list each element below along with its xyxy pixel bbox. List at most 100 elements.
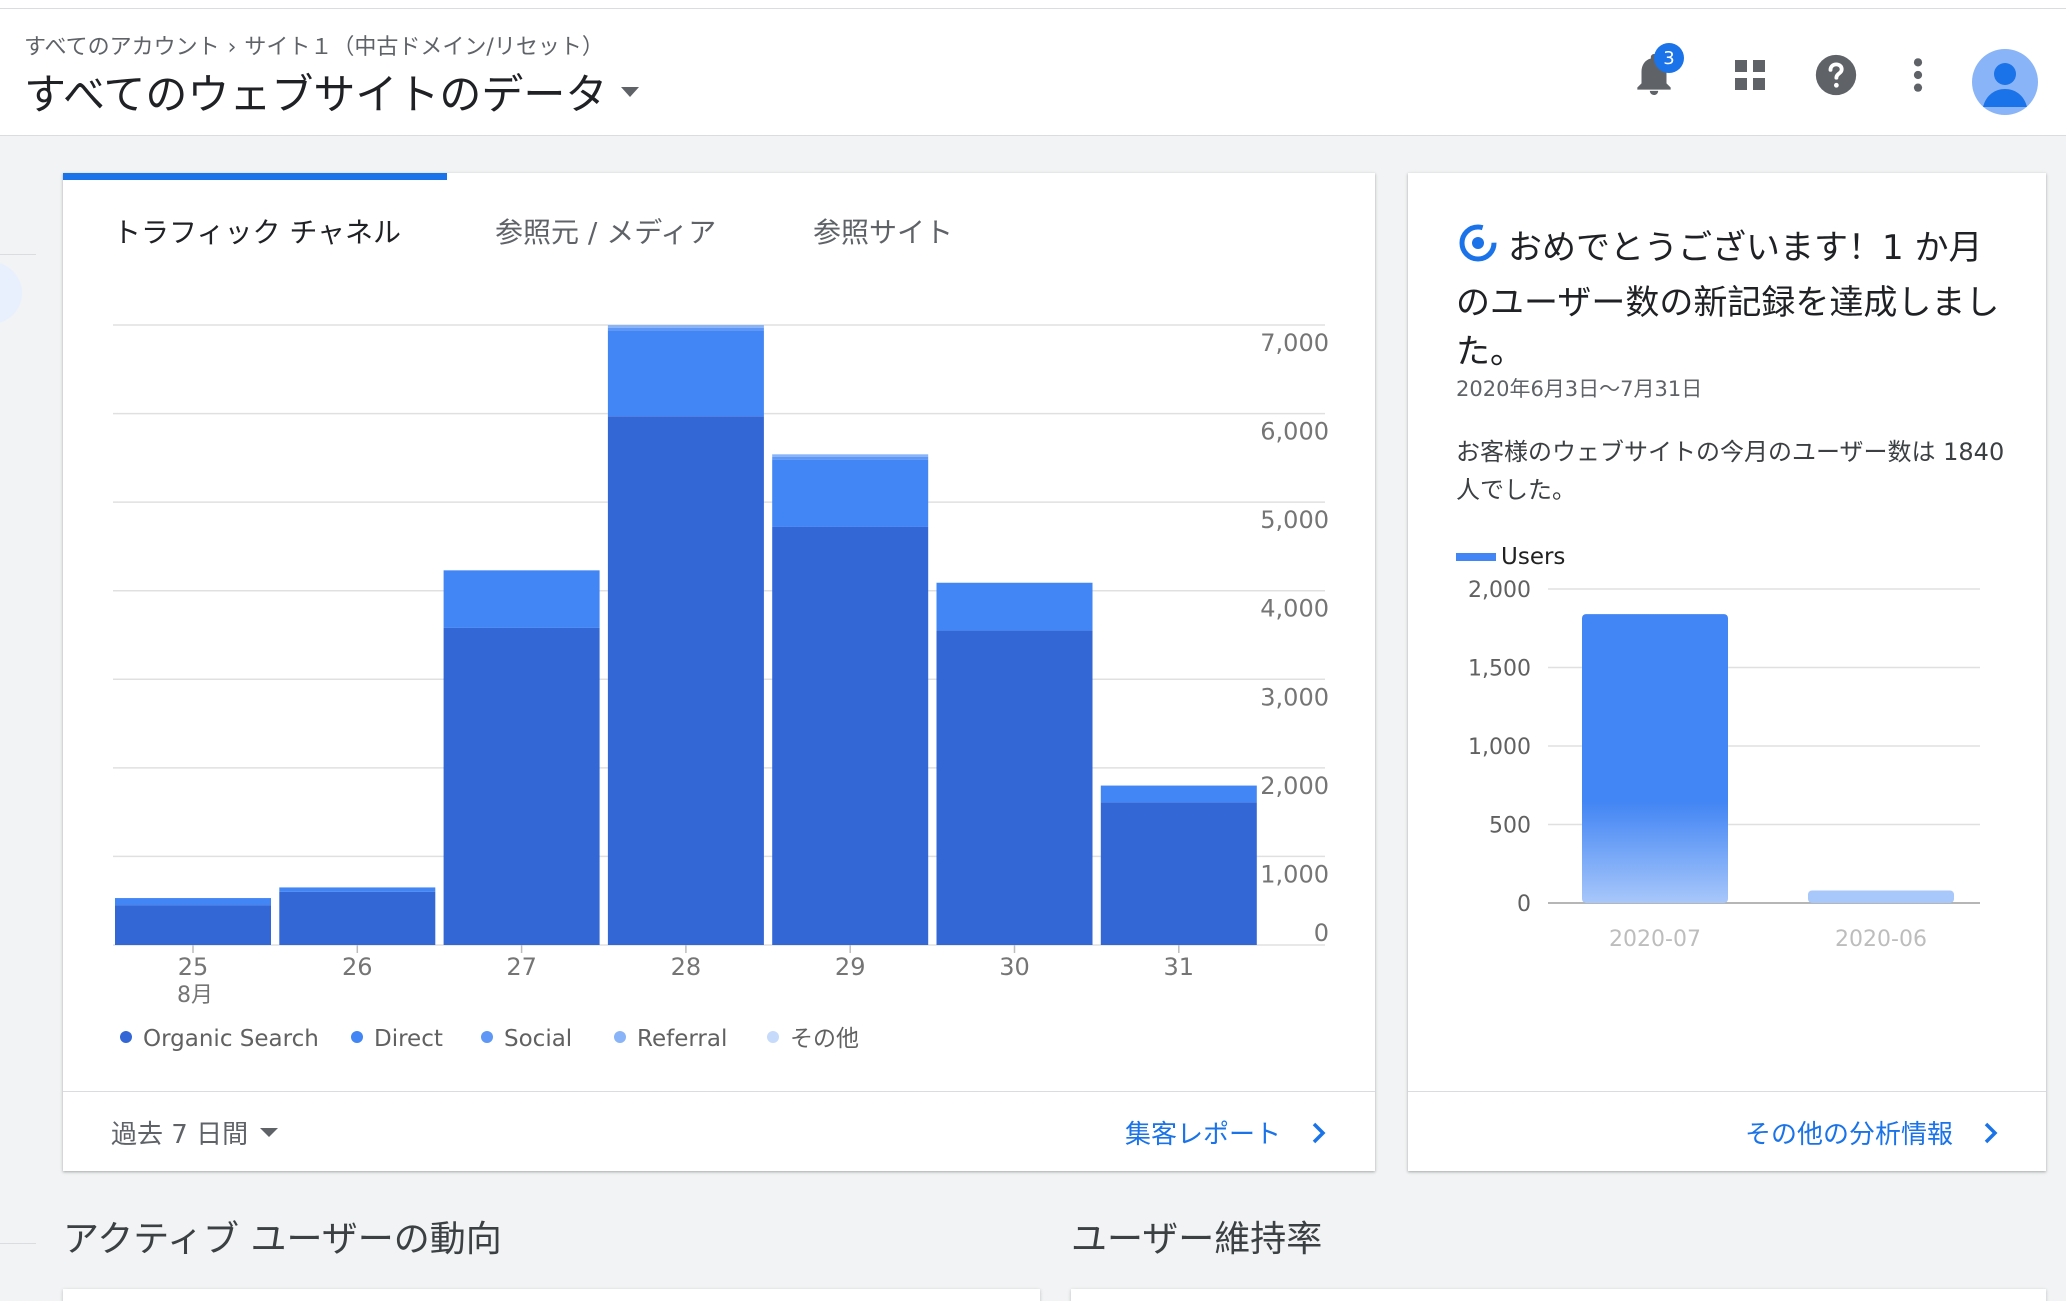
chevron-right-icon [1312,1122,1326,1143]
app-header: すべてのアカウント › サイト１（中古ドメイン/リセット） すべてのウェブサイトのデ… [0,9,2066,136]
bar [1582,614,1728,903]
view-selector[interactable]: すべてのウェブサイトのデータ [24,61,640,122]
x-tick-label: 27 [506,953,537,981]
bar-segment [1100,802,1257,945]
legend-label: Organic Search [143,1026,319,1052]
bar-segment [607,327,764,331]
caret-down-icon [621,86,640,97]
breadcrumb[interactable]: すべてのアカウント › サイト１（中古ドメイン/リセット） [24,29,604,61]
caret-down-icon [260,1128,279,1137]
insights-icon [1456,221,1500,279]
breadcrumb-account[interactable]: すべてのアカウント [24,35,220,60]
tab-active-indicator [63,173,447,180]
legend-label: Direct [374,1026,443,1052]
legend-label: Social [504,1026,572,1052]
insight-card-footer: その他の分析情報 [1408,1091,2046,1171]
x-tick-label: 28 [671,953,702,981]
y-tick-label: 1,000 [1260,860,1329,888]
y-tick-label: 7,000 [1260,329,1329,357]
person-icon [1983,63,2027,107]
insight-card: おめでとうございます！1 か月のユーザー数の新記録を達成しました。 2020年6… [1408,173,2046,1171]
page-title[interactable]: すべてのウェブサイトのデータ [24,70,608,119]
retention-card [1071,1289,2046,1301]
bar-segment [772,454,929,457]
traffic-chart: 0 1,000 2,000 3,000 4,000 5,000 6,000 7,000 258月… [113,324,1329,1052]
legend-marker [351,1031,363,1043]
active-users-card [63,1289,1040,1301]
breadcrumb-property[interactable]: サイト１（中古ドメイン/リセット） [244,35,604,60]
retention-heading: ユーザー維持率 [1071,1219,1323,1260]
insight-title-wrap: おめでとうございます！1 か月のユーザー数の新記録を達成しました。 [1456,221,2016,377]
bar-segment [936,630,1093,945]
bar-segment [772,526,929,945]
y-tick-label: 0 [1517,892,1531,917]
bar-segment [607,325,764,328]
more-options-button[interactable] [1892,49,1944,101]
bar-segment [772,459,929,527]
x-tick-label: 26 [342,953,373,981]
y-tick-label: 5,000 [1260,506,1329,534]
bar-segment [936,582,1093,631]
users-chart: Users 0 500 1,000 1,500 2,000 2020-07 2020-06 [1456,544,1980,952]
bar-segment [115,905,271,945]
x-tick-label: 25 [178,953,209,981]
legend-label: Referral [637,1026,727,1052]
legend-label: その他 [790,1026,859,1052]
bar-segment [443,570,600,628]
more-insights-label: その他の分析情報 [1745,1120,1954,1150]
y-tick-label: 2,000 [1468,578,1531,603]
y-tick-label: 1,500 [1468,657,1531,682]
y-tick-label: 500 [1489,814,1531,839]
bar-segment [772,456,929,460]
legend-marker [767,1031,779,1043]
apps-grid-icon [1735,60,1765,90]
account-avatar[interactable] [1972,49,2038,115]
x-tick-label: 31 [1164,953,1195,981]
x-tick-label: 29 [835,953,866,981]
y-tick-label: 3,000 [1260,683,1329,711]
bar [1808,890,1954,903]
legend-marker [614,1031,626,1043]
help-button[interactable] [1810,49,1862,101]
bar-segment [279,891,436,945]
bar-segment [1100,785,1257,803]
insight-text: お客様のウェブサイトの今月のユーザー数は 1840 人でした。 [1456,438,2005,504]
acquisition-report-label: 集客レポート [1125,1120,1282,1150]
legend-marker [1456,553,1496,561]
bar-segment [607,330,764,417]
bar-segment [279,887,436,892]
more-insights-link[interactable]: その他の分析情報 [1745,1114,1999,1151]
top-border [0,0,2066,9]
sidebar-edge-divider [0,254,36,255]
notifications-button[interactable]: 3 [1628,43,1684,101]
more-vert-icon [1913,58,1923,92]
y-tick-label: 1,000 [1468,735,1531,760]
y-tick-label: 6,000 [1260,418,1329,446]
insight-title: おめでとうございます！1 か月のユーザー数の新記録を達成しました。 [1456,228,2000,372]
y-tick-label: 2,000 [1260,772,1329,800]
bar-segment [443,627,600,945]
help-icon [1815,54,1857,96]
insight-date: 2020年6月3日～7月31日 [1456,377,1703,401]
tab-source-medium[interactable]: 参照元 / メディア [495,216,717,249]
notification-badge: 3 [1654,43,1684,73]
date-range-selector[interactable]: 過去 7 日間 [111,1114,279,1151]
tab-referrals[interactable]: 参照サイト [813,216,954,249]
x-tick-label: 2020-07 [1609,927,1701,952]
x-tick-label: 2020-06 [1835,927,1927,952]
apps-button[interactable] [1724,49,1776,101]
chevron-right-icon [1984,1122,1998,1143]
legend-marker [120,1031,132,1043]
traffic-card-footer: 過去 7 日間 集客レポート [63,1091,1375,1171]
tab-traffic-channel[interactable]: トラフィック チャネル [113,216,402,249]
acquisition-report-link[interactable]: 集客レポート [1125,1114,1327,1151]
bar-segment [115,898,271,906]
legend-label: Users [1501,544,1565,570]
active-users-heading: アクティブ ユーザーの動向 [63,1219,502,1260]
traffic-card: トラフィック チャネル 参照元 / メディア 参照サイト 0 1,000 2,000… [63,173,1375,1171]
sidebar-edge-button[interactable] [0,262,22,324]
chevron-right-icon: › [227,35,237,60]
sidebar-edge-divider [0,1243,36,1244]
bar-segment [607,416,764,945]
legend-marker [481,1031,493,1043]
